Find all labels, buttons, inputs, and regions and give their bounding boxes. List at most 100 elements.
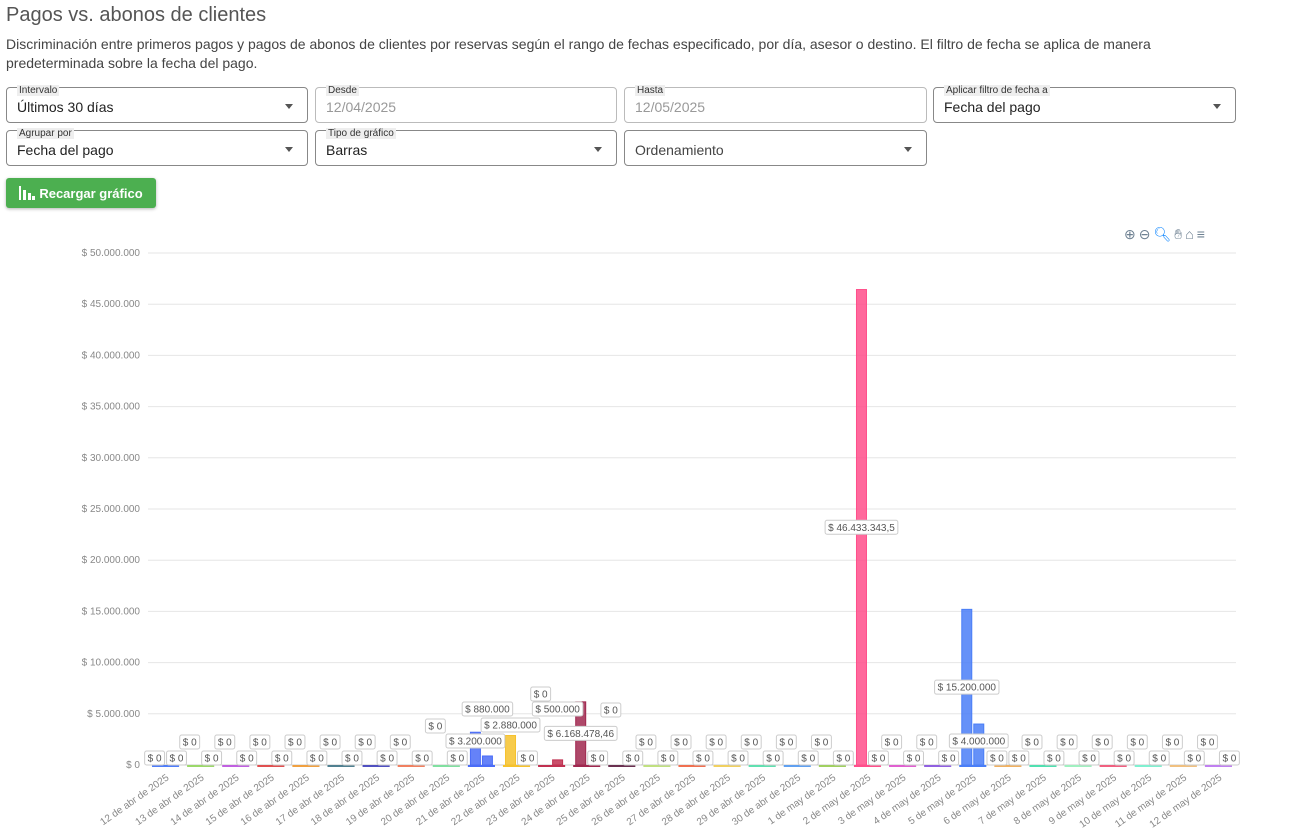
data-label: $ 0 <box>521 754 535 765</box>
data-label-box <box>810 734 832 750</box>
data-label-box <box>1126 734 1148 750</box>
ordenamiento-select[interactable]: Ordenamiento <box>624 130 927 166</box>
y-tick-label: $ 20.000.000 <box>82 555 141 566</box>
y-tick-label: $ 15.000.000 <box>82 606 141 617</box>
data-label: $ 0 <box>674 738 688 749</box>
data-label: $ 0 <box>990 754 1004 765</box>
data-label-box <box>144 750 166 766</box>
menu-icon[interactable]: ≡ <box>1196 226 1205 242</box>
data-label-group: $ 0 <box>271 750 293 766</box>
data-label: $ 0 <box>801 754 815 765</box>
data-label-group: $ 2.880.000 <box>480 717 541 733</box>
bar <box>469 731 481 766</box>
data-label-box <box>1091 734 1113 750</box>
zoom-select-icon[interactable]: 🔍︎ <box>1153 226 1172 242</box>
agrupar-select[interactable]: Agrupar por Fecha del pago <box>6 128 308 166</box>
data-label-group: $ 0 <box>832 750 854 766</box>
home-icon[interactable]: ⌂ <box>1185 226 1194 242</box>
aplicar-filtro-label: Aplicar filtro de fecha a <box>944 85 1050 96</box>
data-label-group: $ 0 <box>762 750 784 766</box>
data-label: $ 15.200.000 <box>938 683 997 694</box>
data-label-box <box>531 701 584 717</box>
tipo-grafico-select[interactable]: Tipo de gráfico Barras <box>315 128 617 166</box>
desde-field[interactable]: Desde 12/04/2025 <box>315 85 617 123</box>
zoom-in-icon[interactable]: ⊕ <box>1124 226 1136 242</box>
data-label-group: $ 0 <box>166 750 187 766</box>
data-label-box <box>1148 750 1170 766</box>
data-label-group: $ 0 <box>1056 734 1078 750</box>
data-label: $ 0 <box>1082 754 1096 765</box>
y-tick-label: $ 10.000.000 <box>82 658 141 669</box>
data-label: $ 0 <box>1152 754 1166 765</box>
data-label: $ 0 <box>450 754 464 765</box>
data-label-group: $ 0 <box>938 750 960 766</box>
data-label-group: $ 0 <box>1113 750 1135 766</box>
data-label-box <box>389 734 411 750</box>
data-label: $ 4.000.000 <box>952 737 1005 748</box>
data-label: $ 0 <box>604 706 618 717</box>
intervalo-value: Últimos 30 días <box>17 99 114 115</box>
data-label-group: $ 0 <box>306 750 328 766</box>
data-label: $ 0 <box>731 754 745 765</box>
data-label-group: $ 0 <box>635 734 657 750</box>
data-label-group: $ 0 <box>692 750 714 766</box>
data-label-group: $ 0 <box>867 750 889 766</box>
data-label-box <box>236 750 258 766</box>
data-label-group: $ 0 <box>517 750 538 766</box>
data-label-box <box>284 734 306 750</box>
data-label-box <box>1183 750 1205 766</box>
data-label-group: $ 0 <box>916 734 938 750</box>
data-label: $ 6.168.478,46 <box>547 729 614 740</box>
data-label-box <box>354 734 376 750</box>
bar-chart-icon <box>19 186 36 200</box>
reload-chart-button[interactable]: Recargar gráfico <box>6 178 156 208</box>
pan-icon[interactable]: ✋︎ <box>1174 226 1183 242</box>
data-label: $ 0 <box>240 754 254 765</box>
data-label-group: $ 0 <box>249 734 271 750</box>
intervalo-select[interactable]: Intervalo Últimos 30 días <box>6 85 308 123</box>
data-label-box <box>461 701 514 717</box>
data-label-group: $ 0 <box>727 750 749 766</box>
y-tick-label: $ 30.000.000 <box>82 453 141 464</box>
data-label-group: $ 15.200.000 <box>934 679 1000 695</box>
data-label: $ 0 <box>393 738 407 749</box>
data-label: $ 0 <box>591 754 605 765</box>
data-label: $ 0 <box>1060 738 1074 749</box>
data-label: $ 0 <box>907 754 921 765</box>
chevron-down-icon <box>285 147 293 152</box>
data-label-group: $ 0 <box>810 734 832 750</box>
data-label-group: $ 0 <box>530 686 552 702</box>
data-label: $ 0 <box>1201 738 1215 749</box>
y-tick-label: $ 40.000.000 <box>82 350 141 361</box>
data-label-group: $ 0 <box>1078 750 1100 766</box>
data-label-box <box>306 750 328 766</box>
aplicar-filtro-select[interactable]: Aplicar filtro de fecha a Fecha del pago <box>933 85 1236 123</box>
data-label: $ 0 <box>696 754 710 765</box>
chevron-down-icon <box>1213 104 1221 109</box>
data-label: $ 0 <box>170 754 184 765</box>
data-label: $ 0 <box>1025 738 1039 749</box>
data-label-group: $ 0 <box>705 734 727 750</box>
data-label-box <box>867 750 889 766</box>
data-label: $ 0 <box>415 754 429 765</box>
data-label-box <box>670 734 692 750</box>
data-label: $ 0 <box>871 754 885 765</box>
data-label-box <box>1021 734 1043 750</box>
data-label-group: $ 880.000 <box>461 701 514 717</box>
data-label-group: $ 0 <box>775 734 797 750</box>
hasta-field[interactable]: Hasta 12/05/2025 <box>624 85 927 123</box>
data-label-box <box>1043 750 1065 766</box>
data-label-group: $ 0 <box>600 702 622 718</box>
data-label-group: $ 0 <box>341 750 363 766</box>
data-label-group: $ 0 <box>881 734 903 750</box>
data-label-group: $ 0 <box>622 750 644 766</box>
y-tick-label: $ 50.000.000 <box>82 248 141 259</box>
data-label-group: $ 0 <box>389 734 411 750</box>
data-label-box <box>916 734 938 750</box>
data-label: $ 0 <box>1095 738 1109 749</box>
data-label-box <box>446 750 468 766</box>
data-label-box <box>179 734 201 750</box>
data-label: $ 0 <box>836 754 850 765</box>
zoom-out-icon[interactable]: ⊖ <box>1138 226 1151 242</box>
data-label-group: $ 0 <box>411 750 433 766</box>
